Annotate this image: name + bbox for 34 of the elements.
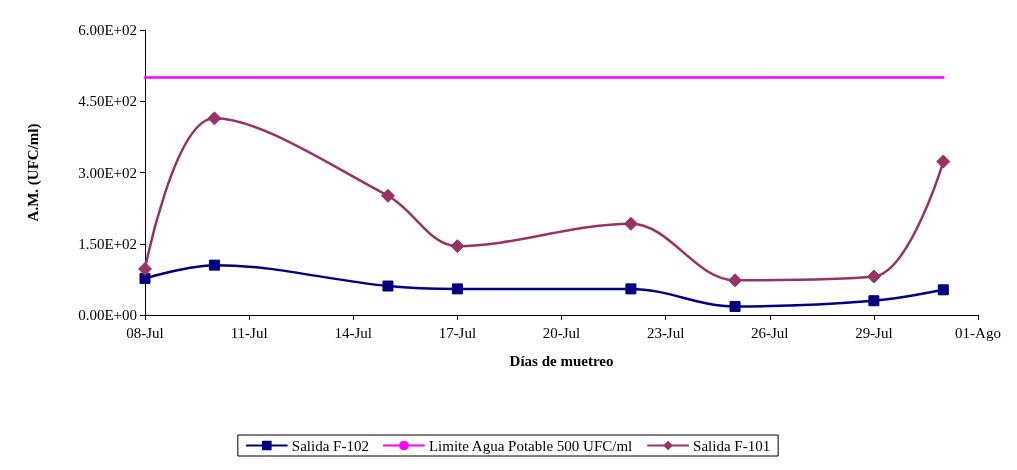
y-tick-label: 0.00E+00 [78,307,137,323]
point [450,239,465,254]
point [937,284,949,296]
legend-label: Limite Agua Potable 500 UFC/ml [428,437,633,454]
x-tick-label: 11-Jul [230,324,268,341]
point [729,300,741,312]
point [866,269,881,284]
x-tick-label: 08-Jul [126,324,164,341]
point [623,216,638,231]
point [382,280,394,292]
y-tick-label: 3.00E+02 [78,164,137,181]
point [451,283,463,295]
y-tick-label: 6.00E+02 [78,22,137,38]
y-axis-title: A.M. (UFC/ml) [24,123,42,222]
point [208,259,220,271]
x-axis-title: Días de muetreo [509,352,614,369]
x-tick-label: 23-Jul [646,324,685,341]
point [625,283,637,295]
point [138,261,152,276]
point [936,154,951,169]
x-tick-label: 01-Ago [955,324,1001,341]
x-tick-label: 20-Jul [542,324,581,341]
legend-label: Salida F-101 [693,437,771,454]
y-tick-label: 4.50E+02 [78,93,137,110]
y-tick-label: 1.50E+02 [78,235,137,252]
point [380,188,395,203]
x-tick-label: 17-Jul [438,324,477,341]
x-tick-label: 26-Jul [751,324,789,341]
point [207,111,222,126]
x-tick-label: 14-Jul [334,324,372,341]
point [868,295,880,307]
legend-label: Salida F-102 [291,437,369,454]
x-tick-label: 29-Jul [855,324,893,341]
point [728,273,743,288]
